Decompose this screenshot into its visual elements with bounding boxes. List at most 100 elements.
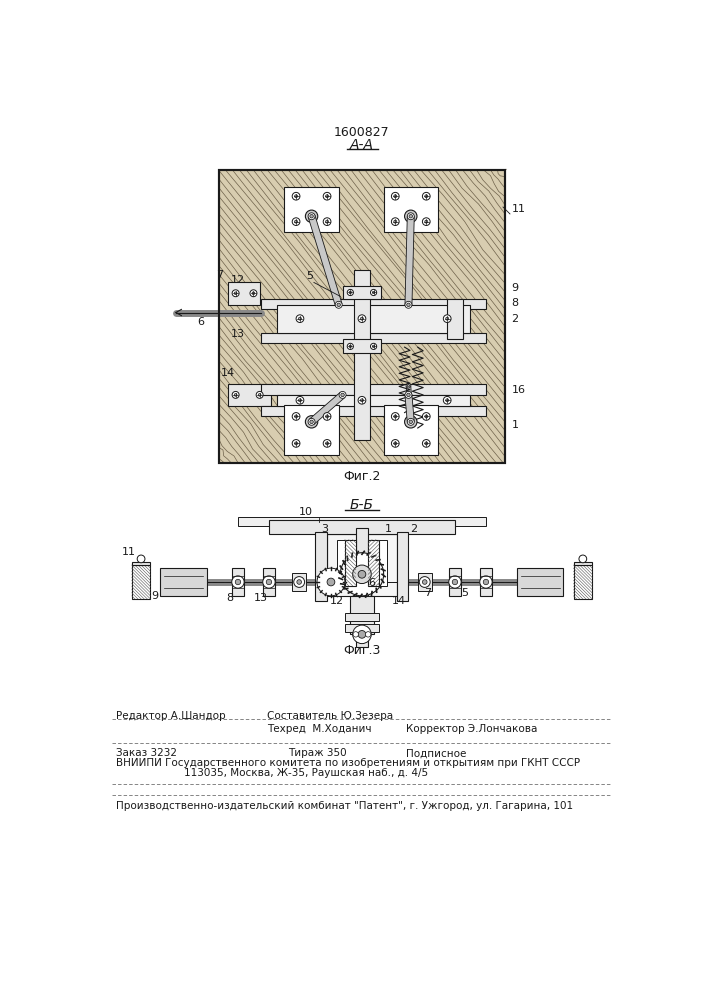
Circle shape — [234, 394, 237, 396]
Text: 6: 6 — [197, 317, 204, 327]
Circle shape — [323, 192, 331, 200]
Circle shape — [579, 555, 587, 563]
Text: ВНИИПИ Государственного комитета по изобретениям и открытиям при ГКНТ СССР: ВНИИПИ Государственного комитета по изоб… — [115, 758, 580, 768]
Circle shape — [407, 393, 410, 397]
Bar — [343, 339, 381, 353]
Circle shape — [298, 399, 301, 402]
Circle shape — [326, 195, 329, 198]
Bar — [284, 405, 339, 455]
Bar — [284, 187, 339, 232]
Bar — [345, 624, 379, 632]
Circle shape — [445, 399, 449, 402]
Circle shape — [349, 345, 351, 348]
Circle shape — [407, 303, 410, 307]
Circle shape — [452, 579, 457, 585]
Text: Заказ 3232: Заказ 3232 — [115, 748, 177, 758]
Circle shape — [394, 442, 397, 445]
Text: 13: 13 — [231, 329, 245, 339]
Text: 1: 1 — [385, 524, 392, 534]
Circle shape — [295, 220, 298, 223]
Circle shape — [373, 345, 375, 348]
Text: 7: 7 — [216, 270, 223, 280]
Circle shape — [407, 384, 409, 387]
Circle shape — [252, 292, 255, 295]
Bar — [232, 568, 244, 596]
Circle shape — [422, 218, 430, 225]
Circle shape — [422, 413, 430, 420]
Text: 1: 1 — [512, 420, 518, 430]
Circle shape — [323, 440, 331, 447]
Bar — [345, 613, 379, 620]
Circle shape — [480, 576, 492, 588]
Circle shape — [392, 413, 399, 420]
Circle shape — [292, 413, 300, 420]
Bar — [218, 170, 506, 463]
Bar — [368, 540, 379, 586]
Circle shape — [358, 396, 366, 404]
Circle shape — [323, 218, 331, 225]
Circle shape — [366, 632, 371, 637]
Circle shape — [358, 631, 366, 638]
Circle shape — [425, 220, 428, 223]
Circle shape — [326, 220, 329, 223]
Text: 113035, Москва, Ж-35, Раушская наб., д. 4/5: 113035, Москва, Ж-35, Раушская наб., д. … — [158, 768, 428, 778]
Circle shape — [310, 215, 313, 218]
Text: Фиг.2: Фиг.2 — [344, 470, 380, 483]
Circle shape — [394, 220, 397, 223]
Circle shape — [305, 416, 317, 428]
Circle shape — [405, 301, 412, 308]
Text: Подписное: Подписное — [406, 748, 467, 758]
Circle shape — [296, 315, 304, 323]
Bar — [261, 333, 486, 343]
Bar — [397, 532, 409, 601]
Circle shape — [232, 290, 239, 297]
Bar — [228, 384, 271, 406]
Circle shape — [409, 215, 412, 217]
Bar — [261, 299, 486, 309]
Circle shape — [335, 301, 342, 308]
Text: 8: 8 — [226, 593, 233, 603]
Bar — [573, 562, 592, 565]
Circle shape — [341, 393, 344, 397]
Bar — [327, 534, 397, 596]
Circle shape — [232, 576, 244, 588]
Bar — [238, 517, 486, 526]
Text: 14: 14 — [392, 596, 406, 606]
Circle shape — [407, 418, 414, 425]
Polygon shape — [309, 392, 345, 424]
Bar — [160, 568, 207, 596]
Circle shape — [409, 214, 413, 219]
Bar — [449, 568, 461, 596]
Circle shape — [295, 415, 298, 418]
Circle shape — [340, 553, 384, 596]
Bar — [269, 520, 455, 534]
Circle shape — [358, 570, 366, 578]
Circle shape — [292, 218, 300, 225]
Polygon shape — [308, 215, 342, 306]
Bar — [384, 405, 438, 455]
Circle shape — [406, 383, 411, 388]
Circle shape — [353, 632, 358, 637]
Circle shape — [425, 195, 428, 198]
Polygon shape — [405, 395, 414, 422]
Bar — [448, 299, 462, 339]
Circle shape — [443, 315, 451, 323]
Bar — [261, 384, 486, 395]
Circle shape — [232, 391, 239, 398]
Circle shape — [361, 317, 363, 320]
Circle shape — [317, 568, 345, 596]
Text: 3: 3 — [321, 524, 328, 534]
Circle shape — [308, 418, 315, 425]
Text: 10: 10 — [298, 507, 312, 517]
Circle shape — [409, 215, 412, 218]
Text: Производственно-издательский комбинат "Патент", г. Ужгород, ул. Гагарина, 101: Производственно-издательский комбинат "П… — [115, 801, 573, 811]
Bar — [276, 395, 470, 406]
Text: Редактор А.Шандор: Редактор А.Шандор — [115, 711, 225, 721]
Circle shape — [267, 579, 271, 585]
Bar — [573, 565, 592, 599]
Circle shape — [394, 195, 397, 198]
Circle shape — [358, 315, 366, 323]
Circle shape — [326, 415, 329, 418]
Circle shape — [484, 579, 489, 585]
Circle shape — [298, 317, 301, 320]
